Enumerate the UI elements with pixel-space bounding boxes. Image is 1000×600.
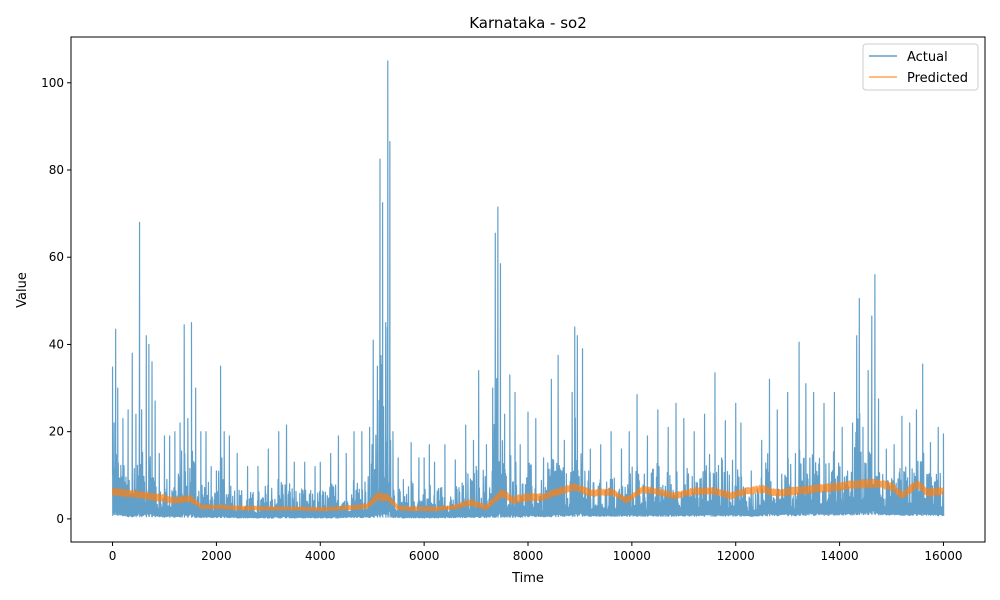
plot-area (111, 60, 945, 519)
x-tick-label: 10000 (613, 549, 651, 563)
x-axis-title: Time (511, 571, 544, 586)
y-tick-label: 80 (49, 163, 64, 177)
legend-label-predicted: Predicted (907, 71, 968, 86)
x-tick-label: 6000 (409, 549, 440, 563)
x-tick-label: 4000 (305, 549, 336, 563)
x-tick-label: 2000 (201, 549, 232, 563)
x-axis-ticks: 0 2000 4000 6000 8000 10000 12000 14000 16000 (109, 542, 963, 563)
x-tick-label: 8000 (513, 549, 544, 563)
x-tick-label: 0 (109, 549, 117, 563)
y-tick-label: 100 (41, 76, 64, 90)
x-tick-label: 16000 (924, 549, 962, 563)
predicted-series-layer (111, 478, 945, 512)
y-tick-label: 40 (49, 337, 64, 351)
y-axis-title: Value (15, 272, 30, 308)
predicted-series-line (111, 478, 945, 512)
x-tick-label: 14000 (820, 549, 858, 563)
legend: Actual Predicted (862, 43, 979, 91)
actual-series-line (111, 60, 945, 519)
x-tick-label: 12000 (717, 549, 755, 563)
y-tick-label: 60 (49, 250, 64, 264)
actual-series-layer (111, 60, 945, 519)
y-tick-label: 20 (49, 425, 64, 439)
y-tick-label: 0 (56, 512, 64, 526)
y-axis-ticks: 0 20 40 60 80 100 (41, 76, 71, 526)
legend-label-actual: Actual (907, 50, 948, 65)
plot-frame (70, 36, 986, 543)
chart-title: Karnataka - so2 (469, 14, 587, 32)
